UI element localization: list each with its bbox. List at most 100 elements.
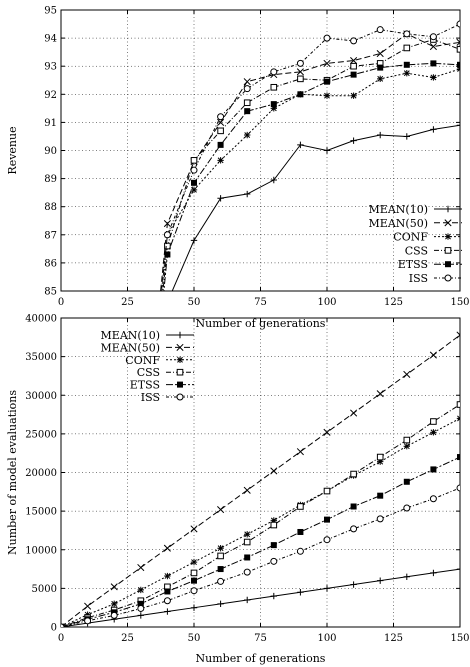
data-point-mean-50 — [217, 118, 225, 126]
x-tick-label: 75 — [254, 633, 267, 644]
grid — [61, 318, 460, 627]
series-mean-10 — [171, 122, 460, 291]
y-tick-label: 95 — [44, 6, 57, 17]
data-point-css — [217, 127, 224, 135]
legend-item-etss: ETSS — [398, 258, 462, 271]
data-point-css — [297, 503, 304, 510]
data-point-conf — [323, 92, 331, 99]
data-point-mean-10 — [323, 147, 331, 154]
data-point-etss — [350, 503, 357, 510]
data-point-etss — [270, 542, 277, 549]
data-point-iss — [403, 30, 411, 38]
series-group — [160, 20, 460, 291]
series-line-css — [61, 404, 460, 627]
data-point-etss — [191, 577, 197, 584]
y-tick-label: 88 — [44, 202, 57, 213]
data-point-conf — [456, 415, 460, 422]
y-tick-label: 30000 — [25, 391, 57, 402]
data-point-mean-10 — [350, 137, 357, 144]
legend-label-iss: ISS — [141, 391, 160, 404]
data-point-etss — [137, 600, 144, 607]
legend-marker-conf — [176, 356, 184, 363]
data-point-iss — [270, 557, 278, 565]
data-point-css — [456, 401, 460, 408]
data-point-css — [270, 521, 278, 529]
data-point-mean-10 — [403, 133, 410, 140]
data-point-mean-10 — [297, 589, 304, 596]
data-point-mean-10 — [244, 190, 251, 198]
data-point-css — [190, 157, 198, 164]
data-point-conf — [430, 429, 437, 436]
legend-label-mean-50: MEAN(50) — [369, 217, 428, 230]
legend-marker-css — [444, 247, 452, 254]
data-point-etss — [350, 71, 357, 78]
data-point-mean-10 — [456, 565, 460, 573]
legend-label-css: CSS — [137, 366, 160, 379]
legend-marker-mean-10 — [176, 331, 184, 339]
series-conf — [161, 65, 460, 291]
data-point-iss — [296, 59, 304, 67]
y-tick-label: 10000 — [25, 545, 57, 556]
data-point-iss — [243, 568, 251, 576]
x-tick-label: 150 — [450, 297, 469, 308]
legend-marker-css — [176, 368, 184, 376]
x-tick-label: 25 — [121, 297, 134, 308]
data-point-mean-10 — [430, 569, 437, 577]
data-point-etss — [217, 141, 224, 148]
data-point-iss — [163, 597, 171, 605]
x-tick-label: 125 — [384, 633, 403, 644]
model-evaluations-chart: 0 25 50 75 100 125 150 0 5000 10000 15000 20000 2500… — [6, 314, 470, 666]
data-point-mean-10 — [350, 581, 357, 588]
data-point-etss — [297, 528, 304, 535]
legend-marker-mean-10 — [444, 205, 452, 213]
data-point-mean-50 — [376, 50, 384, 58]
data-point-etss — [244, 554, 251, 561]
data-point-iss — [270, 68, 278, 76]
x-tick-label: 50 — [188, 633, 201, 644]
series-line-mean-50 — [61, 334, 460, 627]
y-tick-label: 91 — [44, 118, 57, 129]
y-tick-label: 5000 — [32, 584, 57, 595]
legend-item-conf: CONF — [393, 231, 462, 244]
x-tick-label: 125 — [384, 297, 403, 308]
data-point-mean-50 — [84, 602, 92, 610]
y-tick-label: 89 — [44, 174, 57, 185]
data-point-mean-50 — [296, 448, 304, 456]
data-point-mean-10 — [244, 596, 251, 604]
y-axis-label: Revenue — [6, 126, 19, 174]
data-point-iss — [350, 37, 358, 45]
legend-item-css: CSS — [405, 244, 462, 257]
data-point-etss — [244, 108, 251, 115]
data-point-mean-50 — [403, 370, 411, 378]
data-point-css — [403, 436, 411, 444]
data-point-css — [243, 538, 251, 546]
series-line-iss — [61, 487, 460, 627]
data-point-etss — [297, 91, 304, 98]
data-point-conf — [377, 75, 384, 83]
data-point-iss — [403, 504, 411, 512]
data-point-css — [270, 83, 278, 91]
data-point-css — [456, 46, 460, 53]
legend-label-mean-10: MEAN(10) — [369, 203, 428, 216]
data-point-mean-50 — [163, 544, 171, 552]
x-tick-label: 0 — [58, 633, 64, 644]
legend-item-iss: ISS — [409, 272, 462, 285]
series-iss — [160, 20, 460, 291]
data-point-mean-50 — [270, 467, 278, 475]
data-point-conf — [403, 443, 410, 450]
data-point-conf — [270, 105, 277, 112]
data-point-css — [217, 552, 224, 560]
x-axis-label: Number of generations — [196, 652, 326, 665]
data-point-mean-10 — [217, 600, 224, 608]
legend-marker-etss — [445, 261, 451, 268]
data-point-conf — [190, 186, 198, 194]
data-point-conf — [270, 517, 277, 524]
data-point-iss — [429, 495, 437, 503]
data-point-conf — [164, 572, 171, 580]
data-point-mean-10 — [190, 604, 198, 611]
data-point-etss — [430, 60, 437, 67]
data-point-mean-50 — [190, 525, 198, 533]
data-point-css — [403, 44, 411, 52]
